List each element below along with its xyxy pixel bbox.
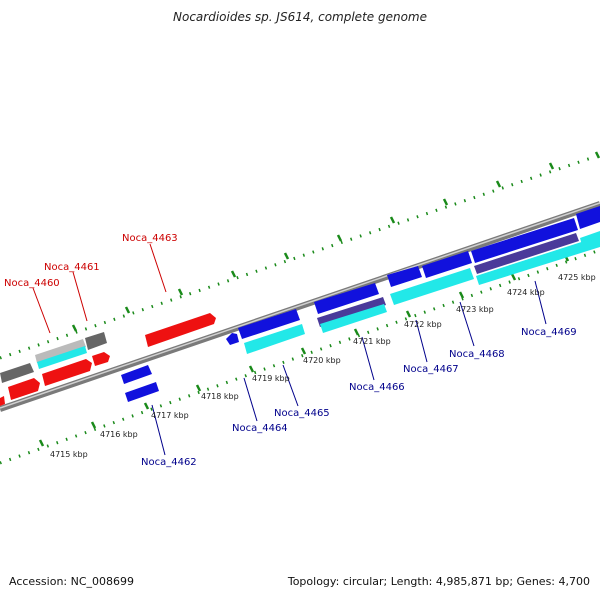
gene-noca-4466-cyan[interactable] xyxy=(320,304,387,333)
leader-noca-4464 xyxy=(243,377,258,422)
scale-label: 4716 kbp xyxy=(100,430,138,439)
genome-backbone xyxy=(0,201,600,412)
leader-noca-4461 xyxy=(72,271,88,322)
map-title: Nocardioides sp. JS614, complete genome xyxy=(173,10,427,24)
gene-noca-4467-cyan[interactable] xyxy=(390,268,474,305)
genome-summary-text: Topology: circular; Length: 4,985,871 bp… xyxy=(287,575,590,588)
gene-feature-red[interactable] xyxy=(8,378,40,400)
gene-feature-cyan[interactable] xyxy=(580,231,600,249)
accession-text: Accession: NC_008699 xyxy=(9,575,135,588)
lower-tick-track xyxy=(0,248,600,465)
leader-noca-4467 xyxy=(415,319,428,363)
gene-noca-4469-purple[interactable] xyxy=(474,233,579,274)
leader-noca-4463 xyxy=(149,243,167,293)
leader-noca-4469 xyxy=(534,280,547,325)
gene-noca-4469-arrow[interactable] xyxy=(471,218,578,263)
gene-noca-4468-arrow[interactable] xyxy=(422,251,472,278)
gene-label-noca-4469[interactable]: Noca_4469 xyxy=(521,327,577,338)
reverse-gene-labels: Noca_4462 Noca_4464 Noca_4465 Noca_4466 … xyxy=(141,327,577,468)
gene-feature-gray[interactable] xyxy=(85,332,107,350)
leader-noca-4466 xyxy=(361,336,375,381)
gene-feature-blue[interactable] xyxy=(226,333,239,345)
leader-noca-4462 xyxy=(151,404,166,456)
scale-label: 4717 kbp xyxy=(151,411,189,420)
gene-feature-red[interactable] xyxy=(92,352,110,366)
scale-label: 4724 kbp xyxy=(507,288,545,297)
gene-noca-4463-arrow[interactable] xyxy=(145,313,216,347)
gene-feature-red[interactable] xyxy=(0,396,5,406)
gene-noca-4467-arrow[interactable] xyxy=(387,266,422,287)
gene-feature-red[interactable] xyxy=(42,359,92,386)
forward-gene-labels: Noca_4460 Noca_4461 Noca_4463 xyxy=(4,233,178,289)
gene-label-noca-4462[interactable]: Noca_4462 xyxy=(141,457,197,468)
scale-labels: 4715 kbp 4716 kbp 4717 kbp 4718 kbp 4719… xyxy=(50,273,596,459)
leader-noca-4468 xyxy=(459,301,475,347)
gene-label-noca-4463[interactable]: Noca_4463 xyxy=(122,233,178,244)
scale-label: 4715 kbp xyxy=(50,450,88,459)
gene-noca-4464-arrow[interactable] xyxy=(238,309,300,339)
gene-noca-4466-purple[interactable] xyxy=(317,297,386,327)
upper-major-ticks xyxy=(71,151,600,332)
gene-feature-cyan[interactable] xyxy=(476,236,600,285)
scale-label: 4720 kbp xyxy=(303,356,341,365)
scale-label: 4722 kbp xyxy=(404,320,442,329)
gene-feature-gray[interactable] xyxy=(0,363,34,383)
gene-label-noca-4468[interactable]: Noca_4468 xyxy=(449,349,505,360)
leader-noca-4465 xyxy=(282,364,299,407)
scale-label: 4719 kbp xyxy=(252,374,290,383)
gene-label-noca-4461[interactable]: Noca_4461 xyxy=(44,262,100,273)
gene-feature-blue[interactable] xyxy=(576,206,600,229)
gene-noca-4466-arrow[interactable] xyxy=(314,283,379,314)
scale-label: 4718 kbp xyxy=(201,392,239,401)
gene-feature-cyan[interactable] xyxy=(37,346,87,369)
scale-label: 4725 kbp xyxy=(558,273,596,282)
gene-label-noca-4464[interactable]: Noca_4464 xyxy=(232,423,288,434)
gene-label-noca-4466[interactable]: Noca_4466 xyxy=(349,382,405,393)
scale-label: 4721 kbp xyxy=(353,337,391,346)
scale-label: 4723 kbp xyxy=(456,305,494,314)
gene-feature-light-gray[interactable] xyxy=(35,339,86,363)
gene-noca-4462-arrow-a[interactable] xyxy=(121,365,152,384)
gene-label-noca-4467[interactable]: Noca_4467 xyxy=(403,364,459,375)
gene-label-noca-4465[interactable]: Noca_4465 xyxy=(274,408,330,419)
gene-noca-4465-cyan[interactable] xyxy=(244,324,305,354)
leader-noca-4460 xyxy=(32,287,51,334)
gene-label-noca-4460[interactable]: Noca_4460 xyxy=(4,278,60,289)
gene-noca-4462-arrow-b[interactable] xyxy=(125,382,159,402)
genome-backbone-highlight xyxy=(0,202,600,409)
